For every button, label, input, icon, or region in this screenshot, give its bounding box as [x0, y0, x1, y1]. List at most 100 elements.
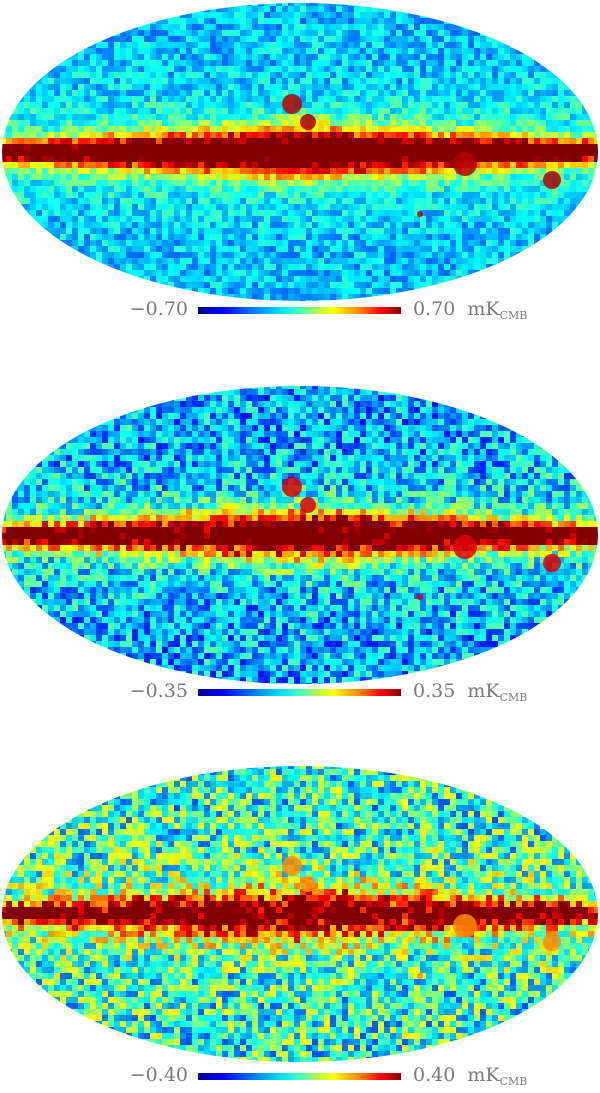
map-pixel [48, 108, 54, 114]
map-pixel [144, 30, 150, 36]
map-pixel [234, 84, 240, 90]
map-pixel [342, 66, 348, 72]
map-pixel [114, 18, 120, 24]
map-pixel [90, 84, 96, 90]
map-pixel [378, 126, 384, 132]
map-pixel [450, 78, 456, 84]
map-pixel [510, 270, 516, 276]
map-pixel [360, 132, 366, 138]
map-pixel [108, 252, 114, 258]
map-pixel [300, 78, 306, 84]
map-pixel [402, 108, 408, 114]
map-pixel [540, 210, 546, 216]
map-pixel [144, 90, 150, 96]
map-pixel [42, 24, 48, 30]
map-pixel [66, 78, 72, 84]
map-pixel [456, 204, 462, 210]
map-pixel [516, 90, 522, 96]
map-pixel [6, 282, 12, 288]
map-pixel [312, 12, 318, 18]
map-pixel [234, 108, 240, 114]
map-pixel [132, 246, 138, 252]
map-pixel [582, 78, 588, 84]
map-pixel [528, 162, 534, 168]
map-pixel [444, 6, 450, 12]
map-pixel [108, 42, 114, 48]
map-pixel [438, 48, 444, 54]
map-pixel [132, 18, 138, 24]
map-pixel [564, 12, 570, 18]
map-pixel [522, 18, 528, 24]
map-pixel [108, 48, 114, 54]
map-pixel [24, 24, 30, 30]
map-pixel [258, 180, 264, 186]
map-pixel [138, 42, 144, 48]
map-pixel [24, 228, 30, 234]
map-pixel [360, 168, 366, 174]
map-pixel [366, 84, 372, 90]
map-pixel [360, 234, 366, 240]
map-pixel [444, 90, 450, 96]
map-pixel [204, 60, 210, 66]
map-pixel [306, 138, 312, 144]
map-pixel [402, 120, 408, 126]
map-pixel [66, 0, 72, 6]
map-pixel [90, 72, 96, 78]
map-pixel [588, 102, 594, 108]
map-pixel [330, 150, 336, 156]
map-pixel [288, 150, 294, 156]
map-pixel [432, 132, 438, 138]
map-pixel [282, 222, 288, 228]
map-pixel [588, 222, 594, 228]
map-pixel [462, 234, 468, 240]
map-pixel [294, 30, 300, 36]
map-pixel [486, 78, 492, 84]
map-pixel [456, 264, 462, 270]
map-pixel [240, 108, 246, 114]
map-pixel [450, 132, 456, 138]
map-pixel [372, 42, 378, 48]
map-pixel [114, 60, 120, 66]
map-pixel [144, 258, 150, 264]
map-pixel [546, 108, 552, 114]
map-pixel [66, 258, 72, 264]
map-pixel [372, 60, 378, 66]
map-pixel [150, 156, 156, 162]
map-pixel [414, 150, 420, 156]
map-pixel [204, 168, 210, 174]
map-pixel [450, 0, 456, 6]
map-pixel [186, 168, 192, 174]
map-pixel [90, 216, 96, 222]
map-pixel [558, 162, 564, 168]
map-pixel [174, 180, 180, 186]
map-pixel [390, 258, 396, 264]
map-pixel [102, 174, 108, 180]
map-pixel [456, 228, 462, 234]
map-pixel [480, 126, 486, 132]
map-pixel [36, 30, 42, 36]
map-pixel [192, 168, 198, 174]
map-pixel [276, 126, 282, 132]
map-pixel [66, 204, 72, 210]
map-pixel [510, 168, 516, 174]
map-pixel [210, 90, 216, 96]
map-pixel [48, 276, 54, 282]
map-pixel [240, 210, 246, 216]
map-pixel [480, 168, 486, 174]
map-pixel [522, 222, 528, 228]
map-pixel [84, 108, 90, 114]
map-pixel [522, 210, 528, 216]
map-pixel [84, 102, 90, 108]
map-pixel [576, 276, 582, 282]
map-pixel [186, 72, 192, 78]
map-pixel [174, 66, 180, 72]
map-pixel [24, 54, 30, 60]
map-pixel [138, 252, 144, 258]
map-pixel [126, 102, 132, 108]
map-pixel [150, 258, 156, 264]
map-pixel [0, 108, 6, 114]
map-pixel [78, 0, 84, 6]
map-pixel [282, 258, 288, 264]
map-pixel [468, 144, 474, 150]
map-pixel [162, 48, 168, 54]
